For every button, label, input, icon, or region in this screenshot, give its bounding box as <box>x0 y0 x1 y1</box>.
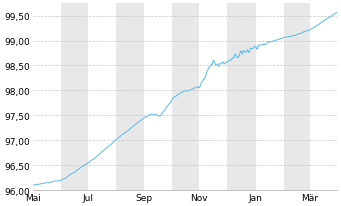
Bar <box>61 4 88 190</box>
Bar <box>227 4 256 190</box>
Bar <box>284 4 310 190</box>
Bar <box>117 4 144 190</box>
Bar <box>172 4 199 190</box>
